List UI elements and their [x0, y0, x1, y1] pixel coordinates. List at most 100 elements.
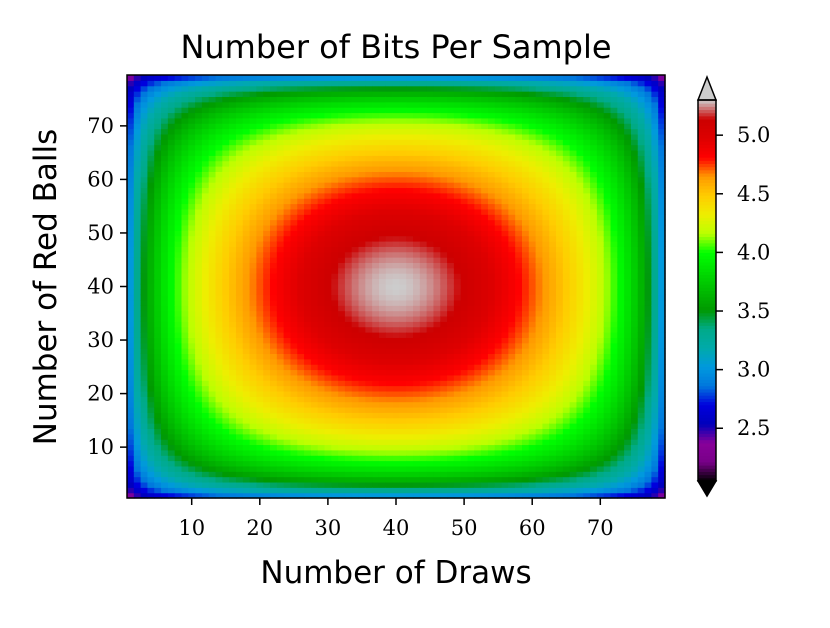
heatmap-cell — [419, 364, 428, 371]
heatmap-cell — [229, 417, 237, 424]
heatmap-cell — [399, 294, 407, 301]
heatmap-cell — [358, 240, 366, 247]
heatmap-cell — [460, 380, 469, 387]
heatmap-cell — [208, 471, 217, 478]
heatmap-cell — [276, 187, 285, 194]
heatmap-cell — [474, 380, 482, 387]
heatmap-cell — [392, 128, 400, 135]
heatmap-cell — [127, 144, 135, 151]
heatmap-cell — [304, 257, 312, 263]
heatmap-cell — [242, 380, 251, 387]
heatmap-cell — [167, 240, 176, 247]
heatmap-cell — [133, 80, 142, 87]
heatmap-cell — [344, 465, 353, 472]
heatmap-cell — [556, 396, 564, 403]
heatmap-cell — [549, 471, 557, 478]
heatmap-cell — [256, 187, 264, 194]
heatmap-cell — [378, 139, 387, 146]
heatmap-cell — [324, 262, 332, 269]
heatmap-cell — [447, 471, 455, 478]
heatmap-cell — [167, 75, 176, 81]
heatmap-cell — [447, 315, 455, 322]
heatmap-cell — [324, 273, 332, 280]
heatmap-cell — [487, 155, 496, 162]
heatmap-cell — [229, 107, 237, 114]
heatmap-cell — [195, 101, 203, 108]
heatmap-cell — [256, 337, 264, 344]
heatmap-cell — [324, 144, 332, 151]
heatmap-cell — [331, 112, 339, 119]
heatmap-cell — [235, 364, 244, 371]
heatmap-cell — [297, 182, 305, 189]
heatmap-cell — [358, 353, 366, 360]
heatmap-cell — [283, 144, 292, 151]
heatmap-cell — [235, 192, 244, 199]
heatmap-cell — [174, 385, 183, 392]
heatmap-cell — [140, 380, 149, 387]
heatmap-cell — [283, 91, 292, 98]
heatmap-cell — [440, 198, 448, 205]
heatmap-cell — [256, 214, 264, 221]
heatmap-cell — [481, 401, 489, 408]
heatmap-cell — [494, 332, 503, 338]
heatmap-cell — [474, 417, 482, 424]
heatmap-cell — [501, 358, 509, 365]
heatmap-cell — [195, 321, 203, 328]
heatmap-cell — [460, 433, 469, 440]
heatmap-cell — [154, 149, 162, 156]
heatmap-cell — [344, 492, 353, 499]
heatmap-cell — [263, 208, 271, 215]
heatmap-cell — [481, 439, 489, 446]
heatmap-cell — [222, 240, 230, 247]
heatmap-cell — [413, 273, 421, 280]
heatmap-cell — [358, 289, 366, 296]
heatmap-cell — [515, 85, 523, 92]
heatmap-cell — [161, 385, 169, 392]
heatmap-cell — [276, 128, 285, 135]
heatmap-cell — [501, 364, 509, 371]
heatmap-cell — [195, 439, 203, 446]
heatmap-cell — [338, 390, 346, 397]
heatmap-cell — [127, 471, 135, 478]
heatmap-cell — [338, 471, 346, 478]
heatmap-cell — [447, 380, 455, 387]
heatmap-cell — [494, 107, 503, 114]
heatmap-cell — [474, 139, 482, 146]
heatmap-cell — [521, 133, 530, 140]
heatmap-cell — [385, 176, 394, 183]
heatmap-cell — [201, 449, 210, 456]
heatmap-cell — [528, 107, 537, 114]
heatmap-cell — [406, 390, 414, 397]
heatmap-cell — [385, 353, 394, 360]
heatmap-cell — [127, 240, 135, 247]
heatmap-cell — [147, 198, 155, 205]
heatmap-cell — [528, 471, 537, 478]
heatmap-cell — [528, 439, 537, 446]
heatmap-cell — [460, 401, 469, 408]
heatmap-cell — [344, 299, 353, 306]
heatmap-cell — [147, 257, 155, 263]
heatmap-cell — [433, 203, 441, 210]
heatmap-cell — [317, 369, 326, 376]
heatmap-cell — [201, 455, 210, 462]
heatmap-cell — [270, 428, 278, 435]
heatmap-cell — [365, 278, 373, 285]
heatmap-cell — [358, 337, 366, 344]
heatmap-cell — [167, 203, 176, 210]
heatmap-cell — [331, 332, 339, 338]
heatmap-cell — [283, 305, 292, 312]
heatmap-cell — [549, 246, 557, 253]
heatmap-cell — [372, 315, 380, 322]
heatmap-cell — [535, 144, 544, 151]
heatmap-cell — [351, 219, 360, 226]
heatmap-cell — [167, 481, 176, 488]
heatmap-cell — [140, 337, 149, 344]
heatmap-cell — [242, 406, 251, 413]
heatmap-cell — [419, 187, 428, 194]
heatmap-cell — [426, 240, 435, 247]
heatmap-cell — [276, 96, 285, 103]
heatmap-cell — [351, 326, 360, 333]
heatmap-cell — [208, 294, 217, 301]
heatmap-cell — [392, 219, 400, 226]
heatmap-cell — [235, 476, 244, 483]
